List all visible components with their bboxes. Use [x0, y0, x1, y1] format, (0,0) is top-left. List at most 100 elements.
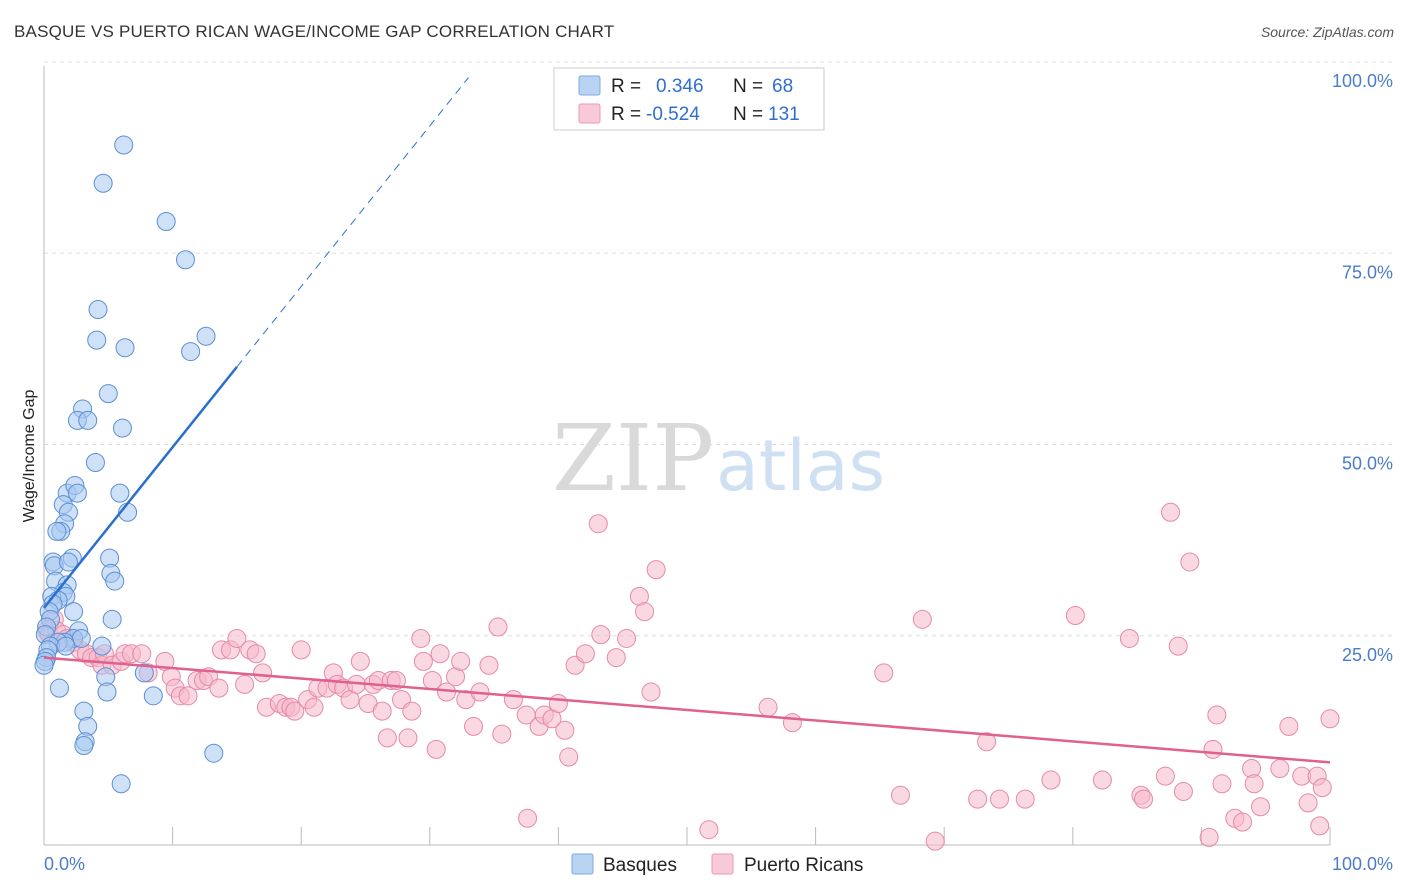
puerto-rican-point [874, 663, 894, 683]
bottom-legend: Basques Puerto Ricans [571, 853, 863, 876]
basque-point [175, 250, 195, 270]
puerto-rican-point [591, 625, 611, 645]
puerto-rican-point [132, 644, 152, 664]
puerto-rican-point [285, 701, 305, 721]
puerto-rican-point [890, 785, 910, 805]
basque-point [78, 410, 98, 430]
puerto-rican-point [1212, 774, 1232, 794]
watermark-zip: ZIP [552, 405, 714, 512]
basque-point [47, 521, 67, 541]
puerto-rican-point [479, 655, 499, 675]
y-tick-label: 25.0% [1342, 645, 1393, 665]
watermark-atlas: atlas [716, 425, 885, 507]
legend-n-value-puerto-ricans: 131 [768, 104, 800, 125]
puerto-rican-point [488, 617, 508, 637]
basque-point [105, 571, 125, 591]
puerto-rican-point [372, 701, 392, 721]
basque-point [98, 384, 118, 404]
puerto-rican-point [426, 739, 446, 759]
puerto-rican-point [782, 713, 802, 733]
source-credit: Source: ZipAtlas.com [1260, 24, 1394, 40]
puerto-rican-point [989, 789, 1009, 809]
stats-legend: R = 0.346 N = 68 R = -0.524 N = 131 [553, 67, 825, 131]
puerto-rican-point [1180, 552, 1200, 572]
puerto-rican-point [1134, 789, 1154, 809]
bottom-legend-swatch-puerto-ricans [711, 853, 734, 875]
y-tick-label: 50.0% [1342, 454, 1393, 474]
basque-point [114, 135, 134, 155]
basque-point [67, 483, 87, 503]
puerto-rican-point [912, 609, 932, 629]
puerto-rican-point [1041, 770, 1061, 790]
puerto-rican-point [575, 644, 595, 664]
puerto-rican-point [227, 628, 247, 648]
puerto-rican-point [253, 663, 273, 683]
legend-swatch-basques [578, 75, 601, 96]
basque-trend-extension [236, 77, 469, 368]
puerto-rican-point [968, 789, 988, 809]
y-axis-label: Wage/Income Gap [21, 390, 38, 523]
puerto-rican-point [635, 602, 655, 622]
puerto-rican-point [246, 644, 266, 664]
puerto-rican-point [1203, 739, 1223, 759]
puerto-rican-point [555, 720, 575, 740]
bottom-legend-swatch-basques [571, 853, 594, 875]
basque-point [49, 678, 69, 698]
puerto-rican-point [1155, 766, 1175, 786]
basque-point [93, 173, 113, 193]
y-tick-label: 100.0% [1332, 71, 1393, 91]
chart-title: BASQUE VS PUERTO RICAN WAGE/INCOME GAP C… [14, 22, 615, 41]
legend-n-label-basques: N = [733, 76, 763, 97]
puerto-rican-point [291, 640, 311, 660]
puerto-rican-point [430, 644, 450, 664]
basque-point [74, 736, 94, 756]
puerto-rican-point [1270, 759, 1290, 778]
legend-r-value-basques: 0.346 [656, 76, 704, 97]
puerto-rican-point [178, 686, 198, 706]
puerto-rican-point [1207, 705, 1227, 725]
puerto-rican-point [1298, 793, 1318, 813]
gridlines [44, 61, 1392, 637]
basque-trend-line [43, 366, 238, 609]
trend-lines [43, 77, 1331, 764]
puerto-rican-point [1279, 716, 1299, 736]
puerto-rican-point [402, 701, 422, 721]
basque-point [87, 330, 107, 350]
basque-point [181, 342, 201, 362]
basque-point [58, 552, 78, 572]
puerto-rican-point [588, 514, 608, 534]
puerto-rican-point [398, 728, 418, 748]
puerto-rican-point [1161, 502, 1181, 522]
basque-point [92, 636, 112, 656]
puerto-rican-point [1199, 827, 1219, 847]
basque-point [112, 418, 132, 438]
legend-swatch-puerto-ricans [578, 103, 601, 124]
basque-point [56, 636, 76, 656]
puerto-rican-point [235, 674, 255, 694]
puerto-rican-point [1092, 770, 1112, 790]
basque-point [143, 686, 163, 706]
puerto-rican-point [559, 747, 579, 767]
puerto-rican-point [350, 651, 370, 671]
legend-r-label-puerto-ricans: R = [611, 104, 641, 125]
bottom-legend-basques: Basques [603, 855, 677, 876]
puerto-rican-point [1168, 636, 1188, 656]
puerto-rican-point [464, 716, 484, 736]
legend-n-value-basques: 68 [772, 76, 793, 97]
puerto-rican-point [1320, 709, 1340, 729]
puerto-rican-point [548, 693, 568, 713]
basque-point [204, 743, 224, 763]
puerto-rican-point [977, 732, 997, 752]
puerto-rican-point [1065, 606, 1085, 625]
puerto-rican-point [1251, 797, 1271, 817]
puerto-rican-points [37, 502, 1340, 851]
puerto-rican-point [1119, 628, 1139, 648]
puerto-rican-point [411, 628, 431, 648]
x-tick-label-min: 0.0% [44, 854, 85, 874]
legend-r-label-basques: R = [611, 76, 641, 97]
basque-point [85, 453, 105, 472]
bottom-legend-puerto-ricans: Puerto Ricans [744, 855, 863, 876]
puerto-rican-point [758, 697, 778, 717]
puerto-rican-point [518, 808, 538, 828]
